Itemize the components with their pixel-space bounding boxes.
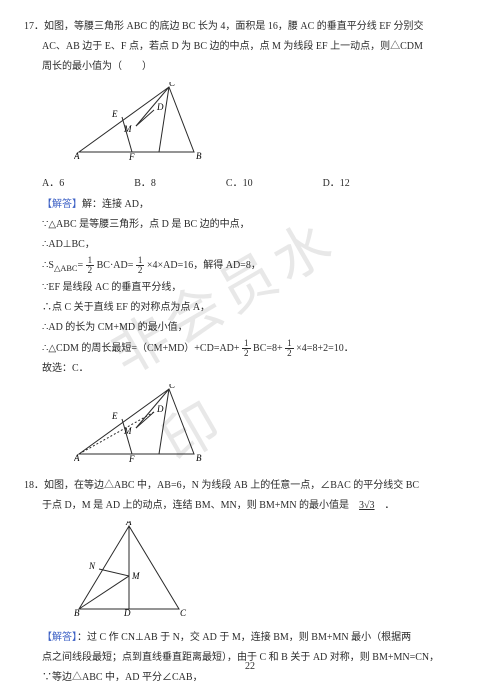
q17-s6: ∴点 C 关于直线 EF 的对称点为点 A， bbox=[24, 299, 476, 317]
q17-stem-line1: 17．如图，等腰三角形 ABC 的底边 BC 长为 4，面积是 16，腰 AC … bbox=[24, 18, 476, 36]
svg-text:N: N bbox=[88, 561, 96, 571]
q18-stem-line2: 于点 D，M 是 AD 上的动点，连结 BM、MN，则 BM+MN 的最小值是 … bbox=[24, 497, 476, 515]
q17-figure2: A B C D E F M bbox=[74, 384, 476, 471]
svg-text:B: B bbox=[196, 151, 202, 161]
svg-text:M: M bbox=[123, 124, 132, 134]
q17-number: 17． bbox=[24, 21, 44, 32]
fraction-half: 12 bbox=[285, 339, 294, 358]
fraction-half: 12 bbox=[86, 256, 95, 275]
svg-text:A: A bbox=[74, 453, 80, 463]
svg-text:C: C bbox=[169, 384, 176, 390]
svg-text:E: E bbox=[111, 109, 118, 119]
q17-opt-c: C．10 bbox=[226, 175, 253, 193]
q18-solution-header: 【解答】：过 C 作 CN⊥AB 于 N，交 AD 于 M，连接 BM，则 BM… bbox=[24, 629, 476, 647]
solution-label: 【解答】 bbox=[42, 632, 77, 643]
q17-s3: ∴AD⊥BC， bbox=[24, 236, 476, 254]
q17-stem-line3: 周长的最小值为（ ） bbox=[24, 58, 476, 76]
page-content: 17．如图，等腰三角形 ABC 的底边 BC 长为 4，面积是 16，腰 AC … bbox=[24, 18, 476, 687]
svg-text:A: A bbox=[74, 151, 80, 161]
q18-figure: A B C D N M bbox=[74, 521, 476, 623]
solution-label: 【解答】 bbox=[42, 199, 82, 210]
svg-text:D: D bbox=[156, 404, 164, 414]
fraction-half: 12 bbox=[242, 339, 251, 358]
svg-text:E: E bbox=[111, 411, 118, 421]
q17-stem-line2: AC、AB 边于 E、F 点，若点 D 为 BC 边的中点，点 M 为线段 EF… bbox=[24, 38, 476, 56]
q17-opt-d: D．12 bbox=[323, 175, 350, 193]
q17-opt-b: B．8 bbox=[134, 175, 156, 193]
fraction-half: 12 bbox=[136, 256, 145, 275]
q17-s8: ∴△CDM 的周长最短=（CM+MD）+CD=AD+ 12 BC=8+ 12 ×… bbox=[24, 339, 476, 358]
q17-s2: ∵△ABC 是等腰三角形，点 D 是 BC 边的中点， bbox=[24, 216, 476, 234]
svg-text:C: C bbox=[169, 82, 176, 88]
q17-solution-header: 【解答】解：连接 AD， bbox=[24, 196, 476, 214]
q17-opt-a: A．6 bbox=[42, 175, 64, 193]
q18-number: 18． bbox=[24, 480, 44, 491]
q17-s9: 故选：C． bbox=[24, 360, 476, 378]
svg-text:F: F bbox=[128, 152, 135, 162]
svg-text:B: B bbox=[196, 453, 202, 463]
q17-figure: A B C D E F M bbox=[74, 82, 476, 169]
svg-text:D: D bbox=[156, 102, 164, 112]
q18-stem-line1: 18．如图，在等边△ABC 中，AB=6，N 为线段 AB 上的任意一点，∠BA… bbox=[24, 477, 476, 495]
q17-s5: ∵EF 是线段 AC 的垂直平分线， bbox=[24, 279, 476, 297]
q17-s7: ∴AD 的长为 CM+MD 的最小值， bbox=[24, 319, 476, 337]
q18-answer: 3√3 bbox=[359, 500, 375, 511]
svg-text:F: F bbox=[128, 454, 135, 464]
q18-s3: ∵等边△ABC 中，AD 平分∠CAB， bbox=[24, 669, 476, 687]
svg-text:D: D bbox=[123, 608, 131, 616]
q17-options: A．6 B．8 C．10 D．12 bbox=[24, 175, 476, 193]
svg-text:A: A bbox=[125, 521, 132, 527]
q17-s4: ∴S△ABC= 12 BC·AD= 12 ×4×AD=16，解得 AD=8， bbox=[24, 256, 476, 277]
svg-text:B: B bbox=[74, 608, 80, 616]
svg-text:M: M bbox=[123, 426, 132, 436]
svg-text:C: C bbox=[180, 608, 187, 616]
q18-s2: 点之间线段最短；点到直线垂直距离最短），由于 C 和 B 关于 AD 对称，则 … bbox=[24, 649, 476, 667]
svg-text:M: M bbox=[131, 571, 140, 581]
